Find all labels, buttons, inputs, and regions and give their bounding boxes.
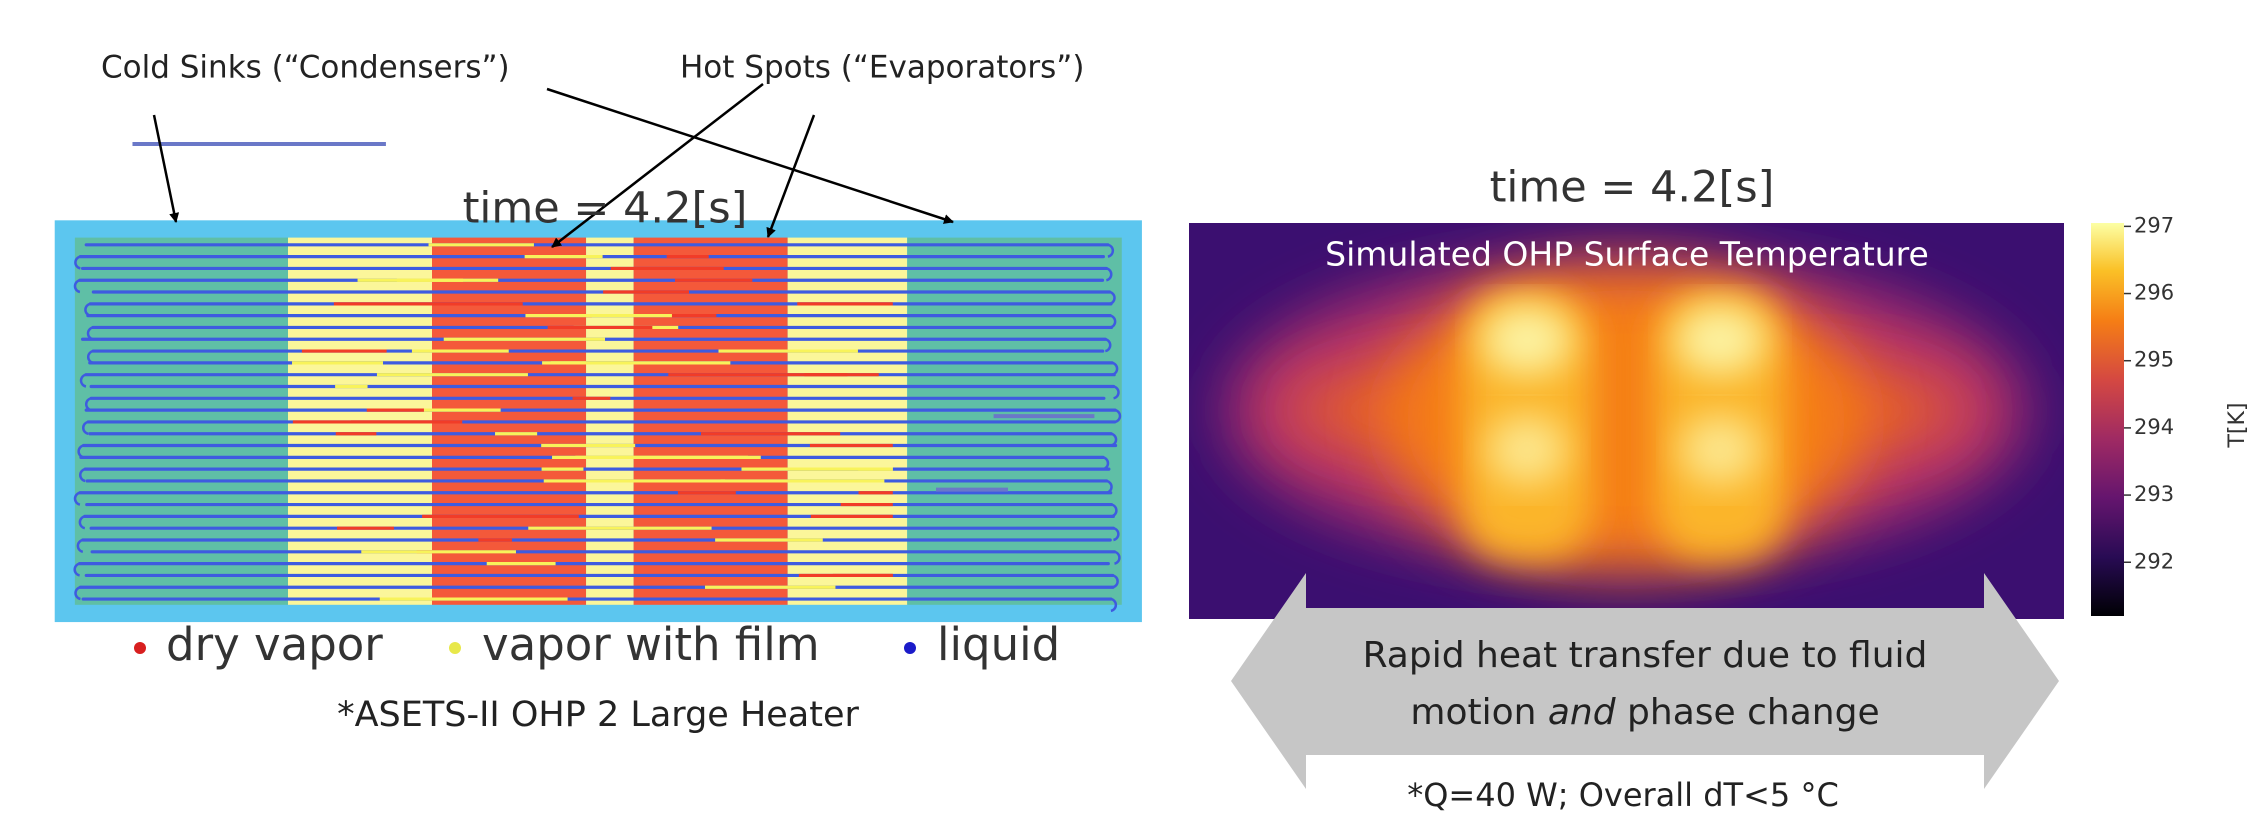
hot-spots-label: Hot Spots (“Evaporators”) xyxy=(680,50,1084,86)
arrow xyxy=(154,115,176,222)
hot-core xyxy=(1487,415,1567,485)
text-part: motion xyxy=(1410,692,1548,733)
legend-label: liquid xyxy=(937,618,1060,671)
colorbar-tick-label: 294 xyxy=(2134,415,2174,439)
legend-label: vapor with film xyxy=(482,618,820,671)
legend: dry vapor vapor with film liquid xyxy=(134,618,1060,671)
colorbar-label: T[K] xyxy=(2225,402,2250,448)
caption: *ASETS-II OHP 2 Large Heater xyxy=(337,695,859,735)
heat-glow xyxy=(1386,270,1866,570)
time-label: time = 4.2[s] xyxy=(463,184,748,234)
hot-core xyxy=(1675,305,1765,375)
arrow-text: motion and phase change xyxy=(1410,692,1879,733)
heatmap-title: Simulated OHP Surface Temperature xyxy=(1325,235,1929,274)
colorbar xyxy=(2091,223,2124,616)
legend-dot xyxy=(449,642,461,654)
legend-label: dry vapor xyxy=(166,618,383,671)
legend-dot xyxy=(904,642,916,654)
colorbar-tick-label: 296 xyxy=(2134,281,2174,305)
legend-dot xyxy=(134,642,146,654)
colorbar-tick-label: 293 xyxy=(2134,482,2174,506)
text-part: and xyxy=(1548,692,1617,733)
slide: Cold Sinks (“Condensers”) Hot Spots (“Ev… xyxy=(0,0,2258,815)
arrow xyxy=(768,115,814,237)
text-part: phase change xyxy=(1616,692,1880,733)
colorbar-ticks: 292 293 294 295 296 297 xyxy=(2124,213,2174,573)
hot-core xyxy=(1482,305,1572,375)
time-label: time = 4.2[s] xyxy=(1490,163,1775,213)
cold-sinks-label: Cold Sinks (“Condensers”) xyxy=(101,50,510,86)
colorbar-tick-label: 297 xyxy=(2134,213,2174,237)
heatmap xyxy=(1189,223,2064,619)
colorbar-tick-label: 295 xyxy=(2134,348,2174,372)
footnote: *Q=40 W; Overall dT<5 °C xyxy=(1407,776,1839,814)
colorbar-tick-label: 292 xyxy=(2134,549,2174,573)
hot-core xyxy=(1680,415,1760,485)
arrow-text: Rapid heat transfer due to fluid xyxy=(1363,635,1928,676)
